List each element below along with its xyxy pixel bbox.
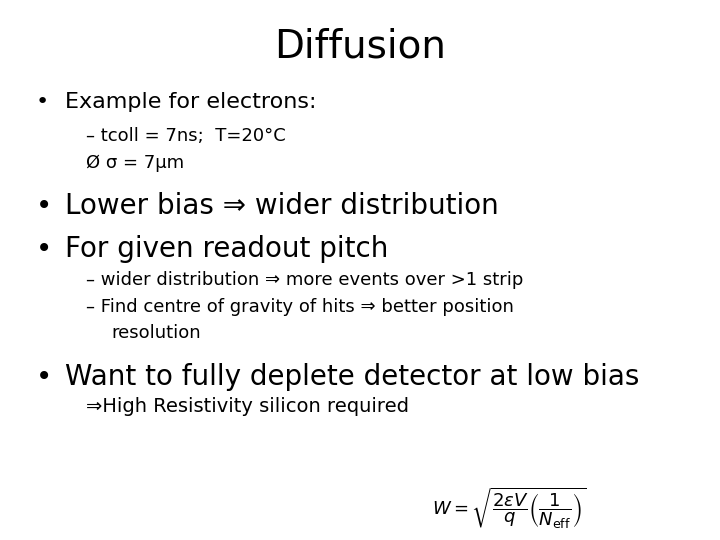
Text: •: • xyxy=(36,192,53,220)
Text: •: • xyxy=(36,363,53,391)
Text: – Find centre of gravity of hits ⇒ better position: – Find centre of gravity of hits ⇒ bette… xyxy=(86,298,514,316)
Text: For given readout pitch: For given readout pitch xyxy=(65,235,388,263)
Text: •: • xyxy=(36,235,53,263)
Text: ⇒High Resistivity silicon required: ⇒High Resistivity silicon required xyxy=(86,397,410,416)
Text: Lower bias ⇒ wider distribution: Lower bias ⇒ wider distribution xyxy=(65,192,498,220)
Text: $W = \sqrt{\dfrac{2\varepsilon V}{q} \left( \dfrac{1}{N_{\mathrm{eff}}} \right)}: $W = \sqrt{\dfrac{2\varepsilon V}{q} \le… xyxy=(432,486,587,531)
Text: •: • xyxy=(36,92,49,112)
Text: Ø σ = 7μm: Ø σ = 7μm xyxy=(86,154,184,172)
Text: Example for electrons:: Example for electrons: xyxy=(65,92,316,112)
Text: Want to fully deplete detector at low bias: Want to fully deplete detector at low bi… xyxy=(65,363,639,391)
Text: – tcoll = 7ns;  T=20°C: – tcoll = 7ns; T=20°C xyxy=(86,127,286,145)
Text: – wider distribution ⇒ more events over >1 strip: – wider distribution ⇒ more events over … xyxy=(86,271,523,289)
Text: resolution: resolution xyxy=(112,324,201,342)
Text: Diffusion: Diffusion xyxy=(274,27,446,65)
